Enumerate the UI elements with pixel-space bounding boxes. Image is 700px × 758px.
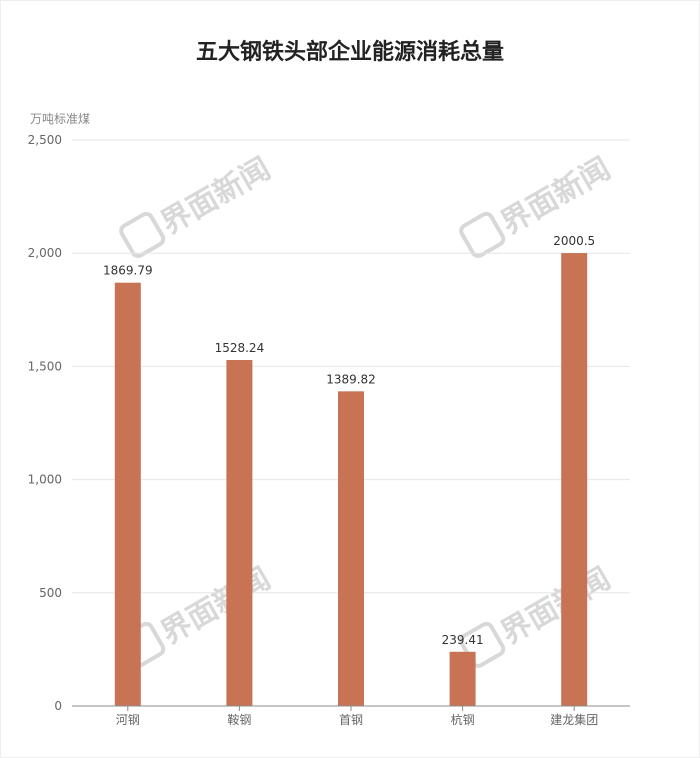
watermark-logo-icon	[459, 211, 506, 258]
bar	[338, 391, 364, 706]
x-tick-label: 鞍钢	[227, 712, 251, 727]
x-tick-label: 首钢	[339, 713, 363, 727]
bars	[114, 253, 588, 707]
y-tick-label: 0	[54, 699, 62, 713]
watermark: 界面新闻	[459, 561, 617, 668]
x-tick-labels: 河钢 鞍钢 首钢 杭钢 建龙集团	[116, 706, 598, 727]
y-tick-label: 500	[39, 586, 62, 600]
watermark: 界面新闻	[119, 151, 277, 258]
watermark-text: 界面新闻	[495, 561, 616, 651]
x-tick-label: 杭钢	[451, 712, 475, 727]
watermark: 界面新闻	[119, 561, 277, 668]
watermark-text: 界面新闻	[155, 561, 276, 651]
value-label: 2000.5	[553, 234, 595, 248]
watermark-text: 界面新闻	[155, 151, 276, 241]
y-tick-labels: 0 500 1,000 1,500 2,000 2,500	[28, 133, 62, 713]
watermark-text: 界面新闻	[495, 151, 616, 241]
value-label: 1869.79	[103, 264, 153, 278]
x-tick-label: 河钢	[116, 713, 140, 727]
bar	[449, 651, 476, 706]
bar	[226, 360, 253, 706]
y-axis-label: 万吨标准煤	[30, 112, 90, 126]
value-labels: 1869.79 1528.24 1389.82 239.41 2000.5	[103, 234, 595, 647]
x-tick-label: 建龙集团	[550, 712, 598, 727]
chart-title: 五大钢铁头部企业能源消耗总量	[195, 40, 504, 65]
value-label: 1528.24	[215, 341, 265, 355]
y-tick-label: 2,000	[28, 246, 62, 260]
bar	[114, 282, 141, 706]
watermark-logo-icon	[119, 211, 166, 258]
value-label: 1389.82	[326, 372, 376, 386]
y-tick-label: 1,000	[28, 473, 62, 487]
bar	[561, 253, 588, 707]
y-tick-label: 2,500	[28, 133, 62, 147]
y-tick-label: 1,500	[28, 359, 62, 373]
value-label: 239.41	[442, 633, 484, 647]
